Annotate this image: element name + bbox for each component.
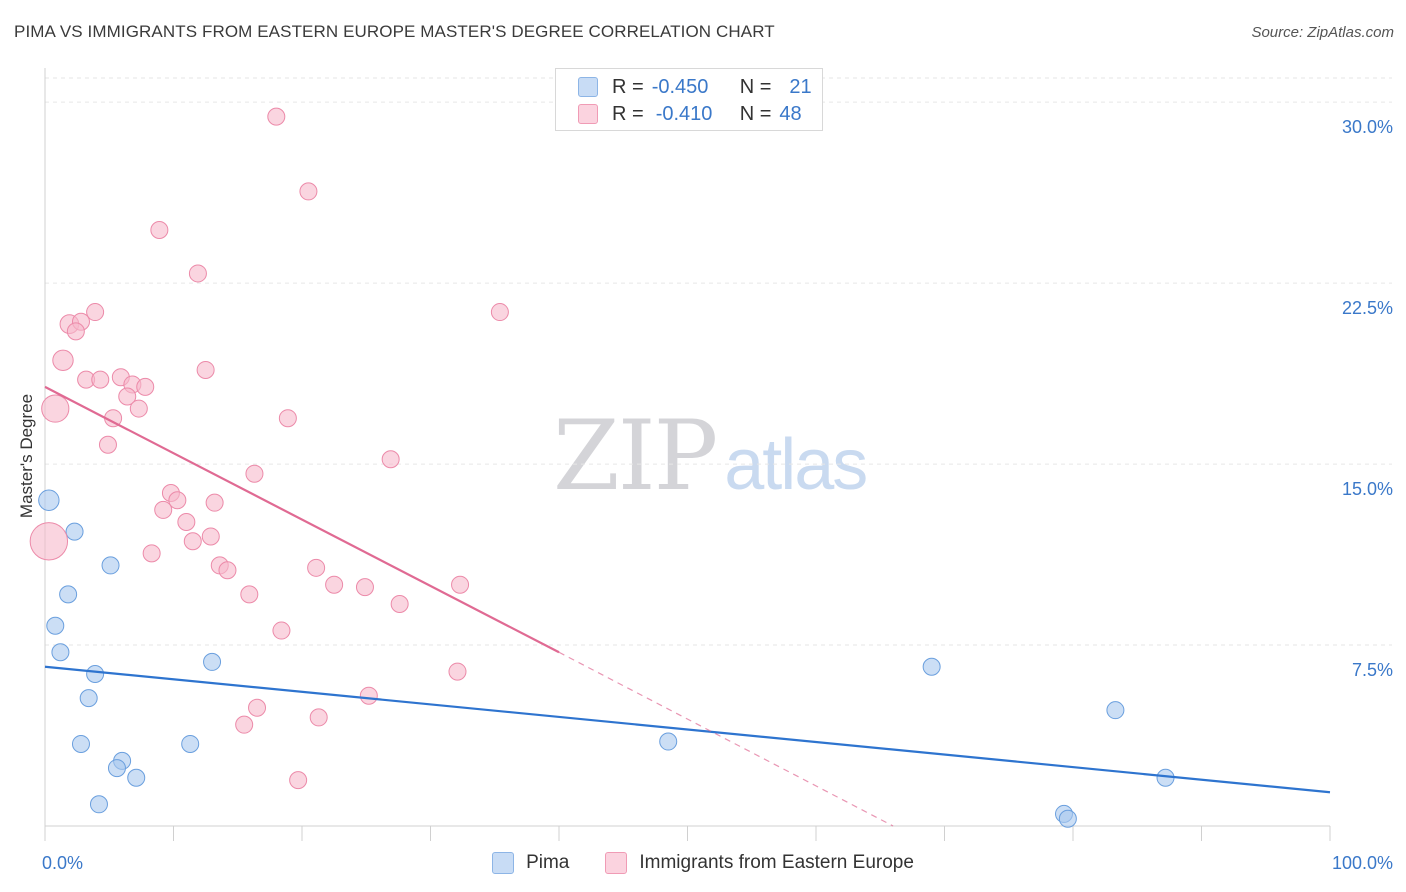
legend-n-value: 21 <box>789 75 812 98</box>
data-point <box>390 595 409 614</box>
data-point <box>142 544 161 563</box>
legend-row-eastern-europe: R = -0.410 N = 48 <box>578 102 802 126</box>
data-point <box>248 698 267 717</box>
data-point <box>307 558 326 577</box>
y-tick-label: 30.0% <box>1342 117 1393 137</box>
legend-r-label: R = <box>612 102 644 125</box>
data-point <box>1106 701 1125 720</box>
source-label: Source: ZipAtlas.com <box>1251 24 1394 41</box>
legend-item-pima[interactable]: Pima <box>492 852 569 874</box>
legend-r-label: R = <box>612 75 644 98</box>
legend-label-eastern-europe: Immigrants from Eastern Europe <box>639 852 914 873</box>
legend-item-eastern-europe[interactable]: Immigrants from Eastern Europe <box>605 852 914 874</box>
data-point <box>267 107 286 126</box>
data-point <box>66 322 85 341</box>
data-point <box>359 686 378 705</box>
data-point <box>299 182 318 201</box>
data-point <box>203 652 222 671</box>
series-legend: Pima Immigrants from Eastern Europe <box>0 852 1406 874</box>
data-point <box>355 578 374 597</box>
y-tick-label: 7.5% <box>1352 660 1393 680</box>
data-point <box>205 493 224 512</box>
data-point <box>451 575 470 594</box>
data-point <box>118 387 137 406</box>
data-point <box>1058 809 1077 828</box>
legend-n-label: N = <box>739 102 772 125</box>
data-point <box>136 377 155 396</box>
trend-line-extension <box>558 651 894 827</box>
series-eastern-europe <box>29 107 509 790</box>
data-point <box>325 575 344 594</box>
legend-swatch-pima <box>492 852 515 874</box>
legend-r-value: -0.410 <box>655 102 713 125</box>
data-point <box>245 464 264 483</box>
data-point <box>490 303 509 322</box>
legend-row-pima: R = -0.450 N = 21 <box>578 75 812 99</box>
data-point <box>150 221 169 240</box>
data-point <box>235 715 254 734</box>
data-point <box>154 500 173 519</box>
data-point <box>218 561 237 580</box>
legend-swatch-pima <box>578 77 598 97</box>
data-point <box>272 621 291 640</box>
data-point <box>129 399 148 418</box>
data-point <box>196 360 215 379</box>
data-point <box>91 370 110 389</box>
data-point <box>38 489 60 511</box>
data-point <box>659 732 678 751</box>
watermark-zip: ZIP <box>553 400 718 512</box>
legend-n-label: N = <box>739 75 772 98</box>
data-point <box>52 349 74 372</box>
data-point <box>107 759 126 778</box>
data-point <box>201 527 220 546</box>
data-point <box>65 522 84 541</box>
data-point <box>79 689 98 708</box>
data-point <box>86 664 105 683</box>
trend-line <box>44 385 560 654</box>
data-point <box>289 771 308 790</box>
legend-swatch-eastern-europe <box>578 104 598 124</box>
data-point <box>86 303 105 322</box>
watermark: ZIP atlas <box>553 400 868 512</box>
data-point <box>181 734 200 753</box>
data-point <box>168 491 187 510</box>
data-point <box>71 734 90 753</box>
data-point <box>448 662 467 681</box>
legend-r-value: -0.450 <box>651 75 709 98</box>
data-point <box>51 643 70 662</box>
y-tick-label: 22.5% <box>1342 298 1393 318</box>
data-point <box>127 768 146 787</box>
data-point <box>29 522 69 561</box>
data-point <box>240 585 259 604</box>
data-point <box>89 795 108 814</box>
data-point <box>922 657 941 676</box>
chart-title: PIMA VS IMMIGRANTS FROM EASTERN EUROPE M… <box>14 22 775 41</box>
data-point <box>59 585 78 604</box>
legend-label-pima: Pima <box>526 852 570 873</box>
data-point <box>177 512 196 531</box>
series-pima <box>38 489 1175 828</box>
data-point <box>188 264 207 283</box>
data-point <box>278 409 297 428</box>
y-tick-label: 15.0% <box>1342 479 1393 499</box>
data-point <box>98 435 117 454</box>
legend-n-value: 48 <box>779 102 802 125</box>
data-point <box>183 532 202 551</box>
x-tick-label: 0.0% <box>42 853 83 873</box>
data-point <box>101 556 120 575</box>
data-point <box>309 708 328 727</box>
data-point <box>41 394 70 423</box>
x-tick-label: 100.0% <box>1332 853 1393 873</box>
correlation-legend: R = -0.450 N = 21 R = -0.410 N = 48 <box>555 68 823 131</box>
legend-swatch-eastern-europe <box>605 852 628 874</box>
watermark-atlas: atlas <box>724 425 868 505</box>
data-point <box>381 450 400 469</box>
trend-line <box>44 665 1331 794</box>
data-point <box>46 616 65 635</box>
